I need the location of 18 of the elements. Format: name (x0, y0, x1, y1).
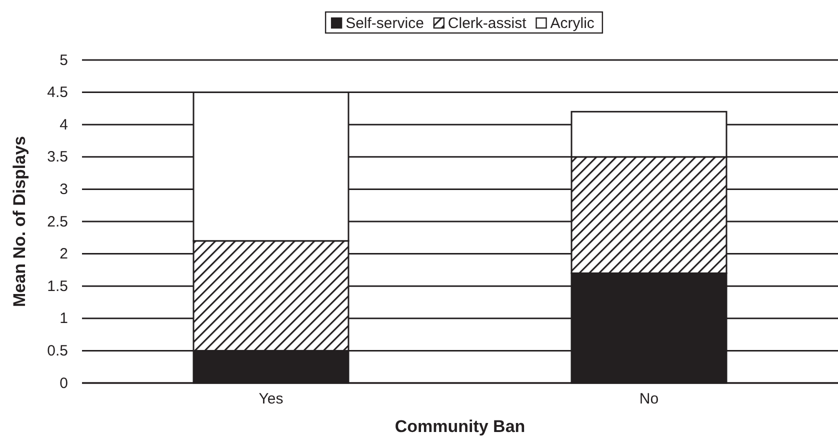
x-tick-label: No (639, 390, 659, 408)
y-tick-label: 2.5 (47, 213, 68, 230)
y-tick-label: 4 (60, 116, 68, 134)
y-tick-label: 0.5 (47, 342, 68, 360)
x-tick-label: Yes (258, 390, 284, 408)
y-tick-label: 2 (60, 246, 68, 263)
y-tick-label: 3 (60, 181, 68, 198)
y-tick-label: 1.5 (47, 278, 68, 295)
y-tick-label: 1 (60, 310, 68, 328)
legend-label: Acrylic (550, 15, 595, 32)
y-axis-title: Mean No. of Displays (10, 136, 29, 307)
y-tick-label: 0 (60, 374, 68, 392)
y-tick-label: 5 (60, 52, 68, 69)
x-axis-title: Community Ban (394, 417, 526, 436)
y-tick-label: 4.5 (47, 84, 68, 102)
legend-label: Self-service (346, 15, 424, 32)
legend-label: Clerk-assist (448, 15, 528, 32)
y-tick-label: 3.5 (47, 148, 68, 166)
